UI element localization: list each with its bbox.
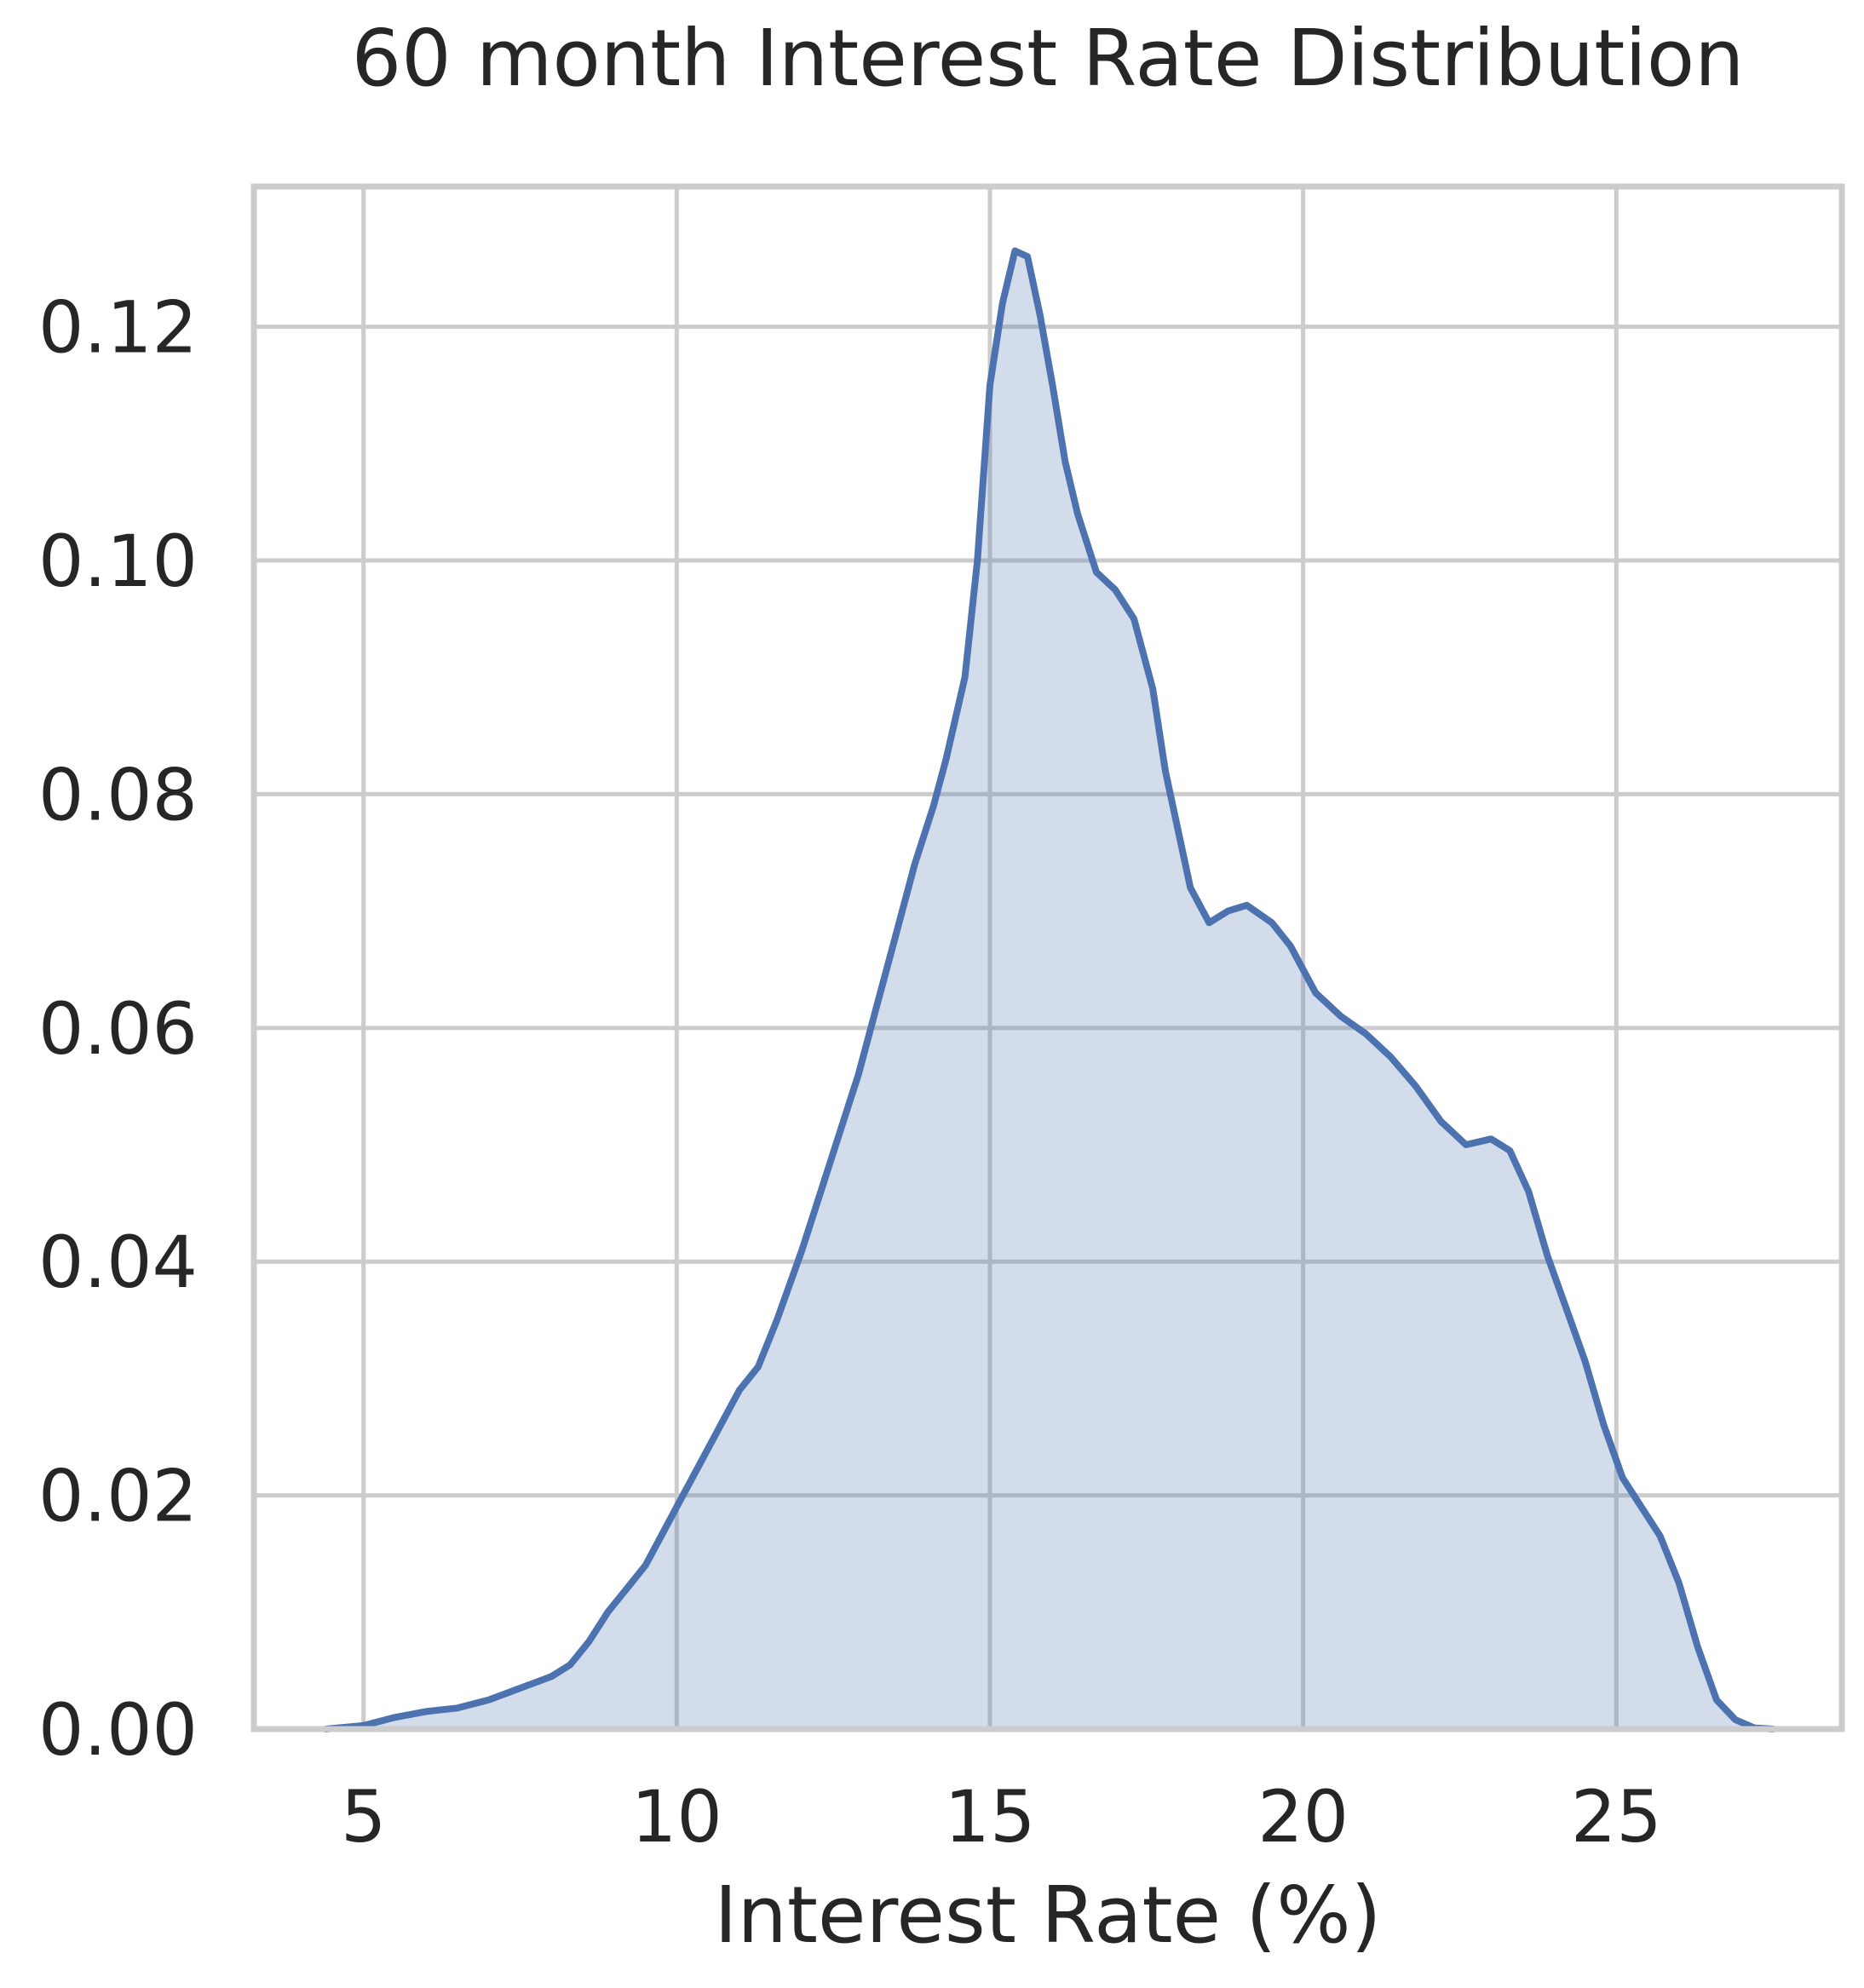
density-point-0-65 <box>1603 1425 1604 1426</box>
density-point-0-1 <box>363 1725 364 1726</box>
density-point-0-30 <box>964 677 965 678</box>
density-point-0-56 <box>1416 1086 1417 1087</box>
density-point-0-26 <box>895 934 896 935</box>
density-point-0-14 <box>676 1507 677 1508</box>
density-point-0-7 <box>551 1676 552 1677</box>
density-point-0-12 <box>645 1565 646 1566</box>
x-tick-label-15: 15 <box>945 1775 1036 1859</box>
density-point-0-28 <box>933 806 934 807</box>
y-tick-label-1: 0.02 <box>38 1455 198 1538</box>
density-point-0-67 <box>1641 1507 1642 1508</box>
density-point-0-2 <box>394 1717 395 1718</box>
y-tick-label-6: 0.12 <box>38 286 198 370</box>
density-point-0-32 <box>990 385 991 386</box>
chart-title: 60 month Interest Rate Distribution <box>352 13 1745 104</box>
density-point-0-6 <box>520 1688 521 1689</box>
density-point-0-61 <box>1528 1191 1529 1192</box>
y-tick-label-3: 0.06 <box>38 987 198 1071</box>
density-point-0-51 <box>1290 945 1291 946</box>
density-point-0-58 <box>1465 1145 1466 1146</box>
plot-frame <box>250 183 1845 1732</box>
density-point-0-71 <box>1716 1699 1717 1700</box>
density-point-0-35 <box>1027 256 1028 257</box>
density-point-0-37 <box>1052 385 1053 386</box>
x-tick-label-10: 10 <box>631 1775 722 1859</box>
density-point-0-45 <box>1177 829 1178 830</box>
y-tick-label-2: 0.04 <box>38 1221 198 1304</box>
density-point-0-41 <box>1115 589 1116 590</box>
density-point-0-59 <box>1491 1139 1492 1140</box>
density-point-0-15 <box>695 1472 696 1473</box>
density-point-0-52 <box>1315 992 1316 993</box>
density-point-0-9 <box>589 1641 590 1642</box>
density-point-0-27 <box>914 864 915 865</box>
density-point-0-16 <box>720 1425 721 1426</box>
y-tick-label-5: 0.10 <box>38 520 198 603</box>
x-tick-label-25: 25 <box>1571 1775 1662 1859</box>
density-point-0-5 <box>488 1699 489 1700</box>
density-point-0-53 <box>1340 1016 1341 1017</box>
frame-layer <box>250 183 1845 1732</box>
density-point-0-47 <box>1209 922 1210 923</box>
area-layer <box>322 247 1777 1732</box>
density-point-0-72 <box>1735 1720 1736 1721</box>
density-point-0-55 <box>1390 1057 1391 1058</box>
y-tick-label-4: 0.08 <box>38 753 198 836</box>
x-tick-label-20: 20 <box>1257 1775 1349 1859</box>
density-point-0-23 <box>839 1133 840 1134</box>
density-point-0-24 <box>858 1074 859 1075</box>
x-axis-label: Interest Rate (%) <box>714 1870 1381 1961</box>
density-point-0-8 <box>570 1664 571 1665</box>
density-line-0 <box>322 247 1777 1732</box>
tick-layer: 5 10 15 20 25 0.00 0.02 0.04 0.06 0.08 0.10 0.12 <box>38 286 1662 1859</box>
density-point-0-42 <box>1134 618 1135 619</box>
density-point-0-19 <box>777 1319 778 1320</box>
density-point-0-33 <box>1002 303 1003 304</box>
density-point-0-66 <box>1622 1478 1623 1479</box>
density-point-0-18 <box>757 1366 758 1367</box>
y-tick-label-0: 0.00 <box>38 1688 198 1772</box>
density-point-0-50 <box>1271 922 1272 923</box>
density-point-0-38 <box>1065 461 1066 462</box>
x-tick-label-5: 5 <box>341 1775 386 1859</box>
density-point-0-62 <box>1547 1255 1548 1256</box>
density-point-0-31 <box>977 560 978 561</box>
density-point-0-70 <box>1697 1647 1698 1648</box>
density-point-0-4 <box>457 1708 458 1709</box>
density-point-0-20 <box>789 1284 790 1285</box>
density-point-0-63 <box>1566 1308 1567 1309</box>
density-point-0-36 <box>1039 314 1040 315</box>
density-point-0-22 <box>820 1191 821 1192</box>
density-point-0-3 <box>426 1711 427 1712</box>
density-area-fill-0 <box>325 250 1774 1729</box>
